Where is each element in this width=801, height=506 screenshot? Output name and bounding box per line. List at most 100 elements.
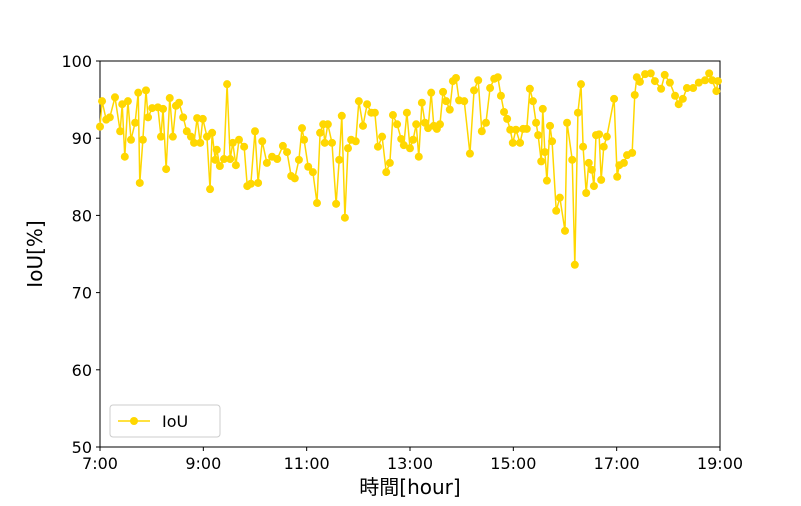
data-point <box>439 87 448 96</box>
data-point <box>246 179 255 188</box>
data-point <box>548 137 557 146</box>
data-point <box>251 127 259 136</box>
data-point <box>579 142 588 151</box>
data-point <box>412 120 421 129</box>
data-point <box>584 158 593 167</box>
data-point <box>254 178 263 187</box>
data-point <box>298 124 307 133</box>
plot-frame <box>99 60 721 448</box>
data-point <box>110 93 119 102</box>
data-point <box>646 69 655 78</box>
x-tick-label: 15:00 <box>490 454 536 473</box>
data-point <box>619 158 628 167</box>
data-point <box>273 155 282 164</box>
data-point <box>570 260 579 269</box>
data-point <box>477 127 486 136</box>
data-point <box>231 161 240 170</box>
data-point <box>182 127 191 136</box>
data-point <box>358 121 367 130</box>
data-point <box>388 111 397 120</box>
data-point <box>486 84 495 93</box>
data-point <box>511 125 520 134</box>
data-point <box>613 172 622 181</box>
data-point <box>451 73 460 82</box>
data-point <box>506 125 515 134</box>
data-point <box>628 148 637 157</box>
data-point <box>351 137 360 146</box>
data-point <box>542 176 551 185</box>
data-point <box>445 105 454 114</box>
y-tick-label: 50 <box>72 438 92 457</box>
data-point <box>393 120 402 129</box>
data-point <box>327 138 336 147</box>
data-point <box>127 135 135 144</box>
data-point <box>220 155 228 164</box>
data-point <box>573 108 582 117</box>
y-tick-label: 60 <box>72 361 92 380</box>
data-point <box>516 138 525 147</box>
data-point <box>589 182 598 191</box>
data-point <box>320 138 329 147</box>
data-point <box>414 152 423 161</box>
data-point <box>522 124 531 133</box>
x-tick-label: 19:00 <box>697 454 743 473</box>
data-point <box>496 91 505 100</box>
data-point <box>370 108 379 117</box>
data-point <box>382 168 391 177</box>
data-point <box>385 158 394 167</box>
data-point <box>323 120 332 129</box>
data-point <box>162 165 171 174</box>
data-point <box>493 73 502 82</box>
x-tick-label: 7:00 <box>82 454 118 473</box>
data-point <box>689 84 698 93</box>
data-point <box>116 127 125 136</box>
data-point <box>206 185 215 194</box>
data-point <box>226 155 235 164</box>
data-point <box>212 145 221 154</box>
data-point <box>402 108 411 117</box>
data-point <box>190 138 199 147</box>
y-tick-label: 80 <box>72 206 92 225</box>
data-point <box>144 113 153 122</box>
data-point <box>537 157 546 166</box>
data-point <box>602 132 611 141</box>
data-point <box>304 162 313 171</box>
data-point <box>283 148 292 157</box>
data-point <box>409 135 418 144</box>
data-point <box>713 77 722 86</box>
data-point <box>168 132 177 141</box>
y-tick-label: 70 <box>72 284 92 303</box>
data-point <box>460 97 469 106</box>
legend-marker <box>130 417 138 425</box>
x-tick-label: 9:00 <box>185 454 221 473</box>
data-point <box>240 142 249 151</box>
data-point <box>223 80 232 89</box>
data-point <box>105 113 114 122</box>
data-point <box>234 135 243 144</box>
data-point <box>701 76 710 85</box>
y-tick-label: 90 <box>72 129 92 148</box>
data-point <box>340 213 349 222</box>
data-point <box>671 91 680 100</box>
data-point <box>705 69 714 78</box>
data-point <box>337 111 346 120</box>
data-point <box>96 122 104 131</box>
data-point <box>196 138 205 147</box>
data-point <box>470 86 479 95</box>
series-line <box>99 71 719 265</box>
data-point <box>208 128 217 137</box>
data-point <box>211 155 220 164</box>
data-point <box>528 97 537 106</box>
data-point <box>577 80 586 89</box>
data-point <box>186 132 195 141</box>
data-point <box>435 120 444 129</box>
data-point <box>406 144 414 153</box>
data-point <box>630 90 639 99</box>
data-point <box>308 168 317 177</box>
data-point <box>568 155 577 164</box>
data-point <box>503 114 512 123</box>
data-point <box>500 107 509 116</box>
x-axis-label: 時間[hour] <box>359 475 460 499</box>
data-point <box>595 130 604 139</box>
